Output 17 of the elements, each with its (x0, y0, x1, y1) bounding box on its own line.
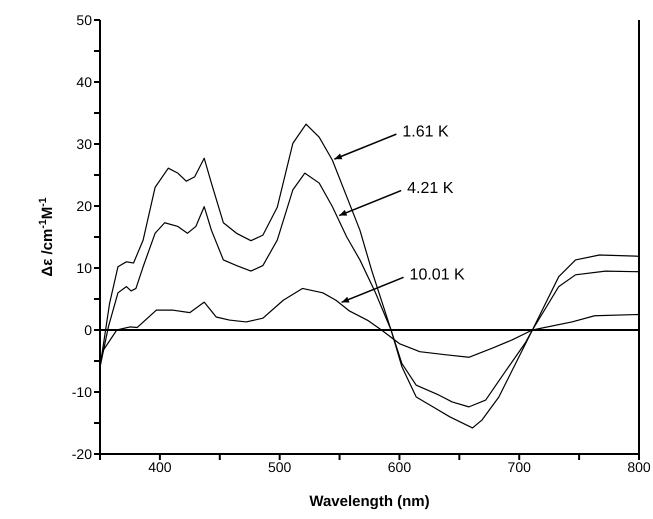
x-axis-title: Wavelength (nm) (309, 493, 430, 510)
x-tick-label: 800 (627, 458, 651, 475)
y-tick-label: -20 (72, 446, 92, 462)
x-tick-label: 700 (508, 458, 532, 475)
y-tick-label: 0 (84, 322, 92, 338)
x-tick-label: 400 (148, 458, 172, 475)
x-tick-label: 500 (268, 458, 292, 475)
y-tick-label: 20 (76, 198, 92, 214)
y-tick-label: 10 (76, 260, 92, 276)
annotation: 1.61 K (402, 123, 449, 140)
x-tick-label: 600 (388, 458, 412, 475)
y-tick-label: 50 (76, 12, 92, 28)
y-tick-label: 30 (76, 136, 92, 152)
y-tick-label: 40 (76, 74, 92, 90)
y-tick-label: -10 (72, 384, 92, 400)
annotation: 4.21 K (407, 180, 454, 197)
annotation: 10.01 K (410, 266, 466, 284)
